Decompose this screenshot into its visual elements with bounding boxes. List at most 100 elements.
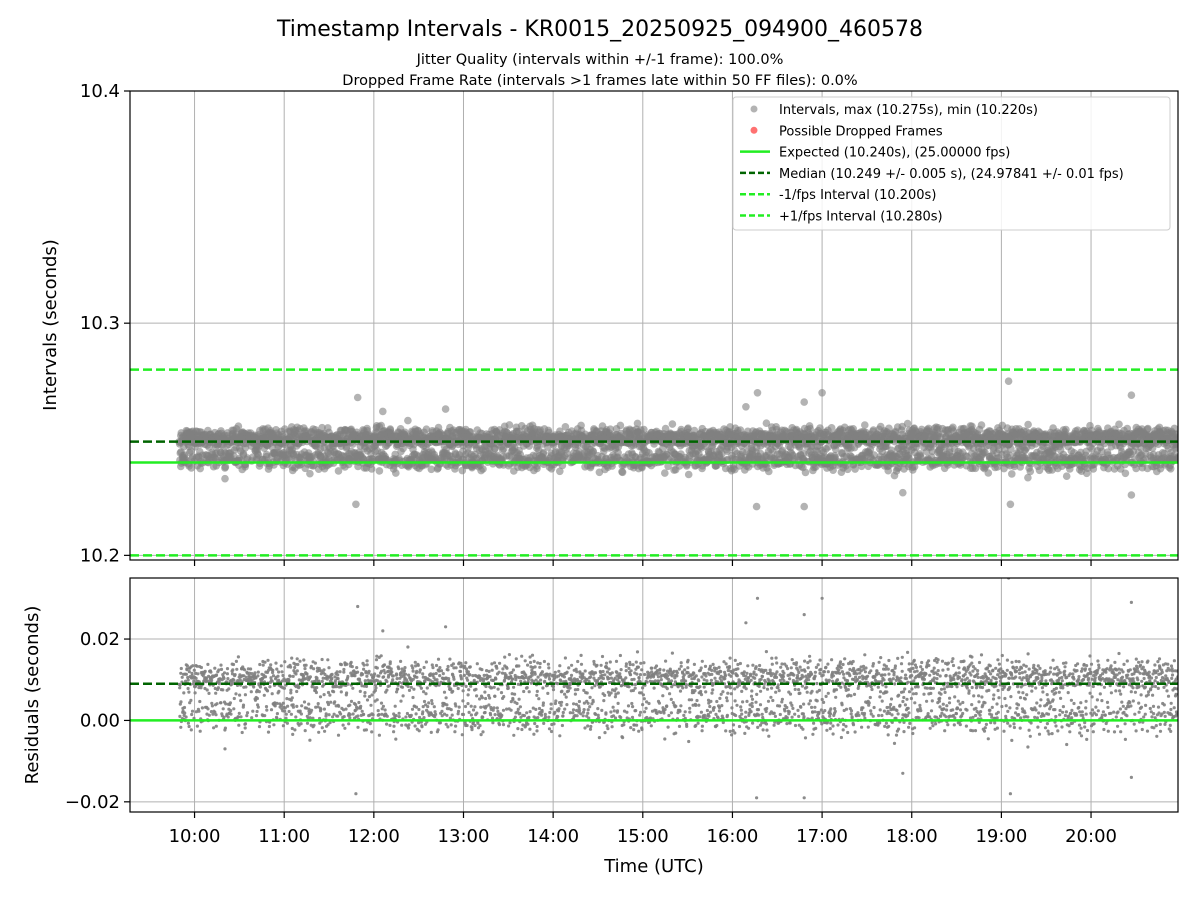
- residual-point: [312, 723, 316, 727]
- y-tick-label: 10.3: [80, 313, 120, 334]
- residual-point: [269, 663, 273, 667]
- residual-point: [362, 663, 366, 667]
- residual-point: [215, 702, 219, 706]
- residual-point: [194, 676, 198, 681]
- residual-point: [371, 713, 375, 717]
- residual-point: [315, 676, 319, 680]
- residual-point: [284, 712, 288, 716]
- residual-point: [385, 714, 389, 718]
- interval-point: [742, 403, 750, 411]
- residual-point: [229, 712, 233, 716]
- residual-point: [375, 666, 379, 670]
- interval-point: [379, 407, 387, 416]
- residual-point: [396, 687, 400, 691]
- residual-point: [395, 677, 399, 681]
- residual-point: [345, 662, 349, 666]
- residual-point: [335, 670, 339, 674]
- interval-point: [977, 421, 986, 429]
- legend-marker-intervals: [750, 105, 758, 113]
- residual-point: [345, 691, 349, 695]
- residual-point: [209, 670, 213, 674]
- figure-title: Timestamp Intervals - KR0015_20250925_09…: [276, 17, 923, 42]
- residual-point: [207, 691, 211, 696]
- residual-point: [285, 697, 289, 701]
- residual-point: [222, 715, 226, 719]
- residual-point: [274, 661, 278, 665]
- residual-point: [369, 703, 373, 707]
- residual-point: [267, 724, 271, 729]
- residual-point: [305, 721, 310, 725]
- interval-point: [752, 502, 761, 511]
- residual-point: [374, 683, 378, 687]
- residual-point: [233, 673, 237, 677]
- residual-point: [182, 691, 186, 695]
- residual-point: [348, 703, 352, 707]
- residual-point: [347, 722, 351, 726]
- residual-point: [377, 674, 381, 678]
- residual-point: [393, 704, 397, 708]
- residual-point: [318, 695, 323, 699]
- interval-point: [1127, 391, 1136, 400]
- residual-point: [374, 686, 378, 690]
- residual-point: [186, 686, 190, 691]
- residual-point: [411, 695, 415, 700]
- residual-point: [374, 658, 379, 662]
- residual-point: [229, 709, 233, 713]
- residual-point: [298, 659, 302, 663]
- residual-point: [222, 671, 227, 675]
- residual-point: [401, 694, 405, 698]
- residual-point: [327, 666, 331, 670]
- residual-point: [395, 690, 399, 694]
- residual-point: [252, 685, 256, 689]
- residual-point: [198, 729, 202, 733]
- residual-point: [421, 672, 425, 676]
- residual-point: [277, 689, 281, 694]
- residual-point: [251, 709, 255, 713]
- interval-point: [404, 416, 412, 425]
- residual-point: [223, 726, 227, 730]
- interval-point: [899, 488, 907, 497]
- interval-point: [399, 444, 407, 453]
- residual-point: [206, 662, 210, 667]
- residual-point: [195, 724, 199, 728]
- residual-point: [239, 699, 243, 703]
- residual-point: [254, 714, 259, 718]
- residual-point: [243, 722, 248, 726]
- residual-point: [338, 670, 342, 674]
- residual-point: [243, 693, 247, 697]
- residual-point: [322, 707, 326, 711]
- residual-point: [214, 724, 218, 728]
- interval-point: [861, 421, 869, 429]
- residual-point: [348, 716, 352, 720]
- interval-point: [375, 467, 384, 475]
- residual-point: [282, 686, 286, 690]
- residual-point: [332, 690, 336, 694]
- interval-point: [1024, 420, 1032, 429]
- residual-point: [413, 660, 417, 664]
- residual-point: [245, 714, 249, 718]
- residual-point: [269, 708, 274, 712]
- residual-point: [414, 712, 418, 716]
- residual-point: [289, 688, 293, 692]
- interval-point: [664, 462, 672, 471]
- residual-point: [381, 704, 385, 708]
- residual-point: [295, 657, 299, 661]
- jitter-quality-subtitle: Jitter Quality (intervals within +/-1 fr…: [416, 52, 784, 68]
- residual-point: [424, 660, 428, 664]
- residual-point: [328, 693, 332, 697]
- interval-point: [762, 419, 771, 428]
- residual-point: [365, 698, 370, 702]
- interval-point: [353, 393, 362, 402]
- residual-point: [377, 733, 381, 737]
- residual-point: [199, 665, 203, 670]
- residual-point: [275, 712, 279, 716]
- legend-label: Possible Dropped Frames: [779, 124, 943, 139]
- residual-point: [235, 667, 239, 671]
- interval-point: [221, 463, 230, 471]
- residual-point: [210, 678, 214, 683]
- residual-point: [262, 693, 266, 697]
- residual-point: [302, 700, 307, 704]
- residual-point: [192, 668, 196, 672]
- residual-point: [224, 702, 228, 706]
- residual-point: [288, 674, 292, 678]
